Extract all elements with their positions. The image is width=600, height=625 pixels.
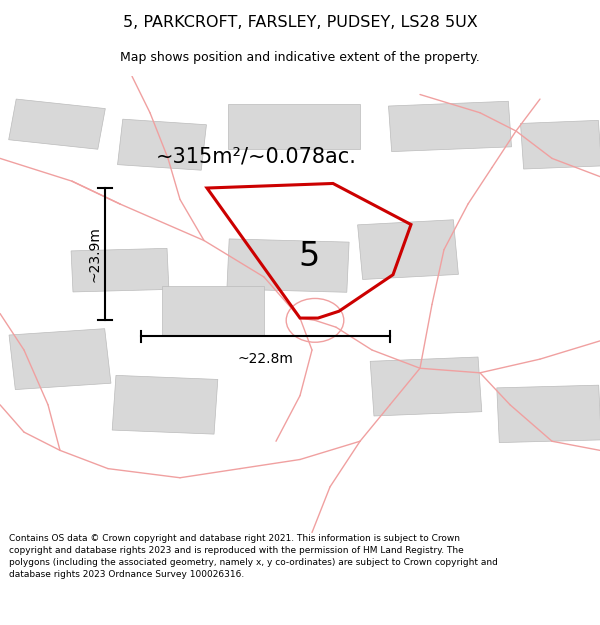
- Polygon shape: [227, 239, 349, 292]
- Polygon shape: [389, 101, 511, 152]
- Text: 5, PARKCROFT, FARSLEY, PUDSEY, LS28 5UX: 5, PARKCROFT, FARSLEY, PUDSEY, LS28 5UX: [122, 16, 478, 31]
- Polygon shape: [9, 329, 111, 389]
- Text: Map shows position and indicative extent of the property.: Map shows position and indicative extent…: [120, 51, 480, 64]
- Polygon shape: [520, 121, 600, 169]
- Polygon shape: [71, 248, 169, 292]
- Polygon shape: [228, 104, 360, 149]
- Text: Contains OS data © Crown copyright and database right 2021. This information is : Contains OS data © Crown copyright and d…: [9, 534, 498, 579]
- Polygon shape: [8, 99, 106, 149]
- Polygon shape: [370, 357, 482, 416]
- Polygon shape: [118, 119, 206, 170]
- Text: 5: 5: [298, 240, 320, 273]
- Text: ~22.8m: ~22.8m: [238, 352, 293, 366]
- Polygon shape: [112, 376, 218, 434]
- Text: ~23.9m: ~23.9m: [87, 226, 101, 282]
- Polygon shape: [358, 220, 458, 279]
- Polygon shape: [497, 385, 600, 442]
- Text: ~315m²/~0.078ac.: ~315m²/~0.078ac.: [156, 146, 357, 166]
- Polygon shape: [162, 286, 264, 336]
